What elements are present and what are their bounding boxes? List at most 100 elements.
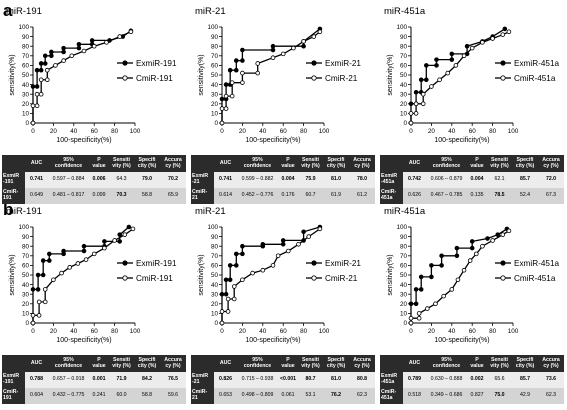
chart-title: miR-451a [384,6,426,17]
y-tick-label: 60 [400,63,408,70]
table-header-cell: Accura cy (%) [160,355,186,372]
table-header-cell: 95% confidence [48,355,89,372]
data-point [231,296,237,302]
table-cell: 61.9 [323,188,349,204]
data-point [286,248,291,254]
table-row-label: CmiR- 21 [191,388,214,404]
x-axis-label: 100-specificity(%) [434,137,489,144]
table-header-row: AUC 95% confidence P value Sensiti vity (%)… [2,355,186,372]
data-point [439,253,444,259]
legend-label: ExmiR-451a [514,59,559,68]
y-tick-label: 20 [211,301,219,308]
data-point [75,261,81,266]
data-point [38,91,44,97]
data-point [128,29,134,35]
y-tick-label: 70 [22,53,30,60]
data-point [418,287,424,292]
table-cell: 0.649 [25,188,48,204]
y-tick-label: 70 [400,53,408,60]
data-point [469,239,475,244]
x-tick-label: 80 [300,328,308,335]
chart-title: miR-191 [6,206,42,217]
y-tick-label: 80 [22,243,30,250]
y-tick-label: 40 [400,82,408,89]
data-point [229,93,235,99]
data-point [449,51,455,57]
legend-marker [311,75,317,81]
data-point [420,91,426,97]
table-header-row: AUC 95% confidence P value Sensiti vity (%)… [380,155,564,172]
table-header-cell: 95% confidence [426,155,467,172]
data-point [233,251,239,257]
data-point [413,101,419,107]
legend-marker [500,60,506,66]
stats-table: AUC 95% confidence P value Sensiti vity (%)… [380,155,564,204]
x-tick-label: 100 [508,328,519,335]
table-header-cell: Specifi city (%) [512,355,538,372]
data-point [89,38,95,43]
data-point [434,63,439,68]
y-tick-label: 60 [400,263,408,270]
data-point [413,89,419,95]
data-point [270,55,276,61]
data-point [102,245,107,251]
data-point [76,41,82,47]
data-point [81,243,87,249]
data-point [455,277,461,283]
table-header-cell: Accura cy (%) [349,155,375,172]
data-point [223,277,229,283]
x-tick-label: 40 [259,128,267,135]
table-cell: 62.1 [487,172,512,188]
table-header-cell: Sensiti vity (%) [487,155,512,172]
y-tick-label: 10 [211,311,219,318]
y-axis-label: sensitivity(%) [387,54,394,95]
y-tick-label: 80 [22,43,30,50]
table-header-cell: Sensiti vity (%) [109,155,134,172]
table-cell: 80.7 [298,372,323,388]
table-header-cell: AUC [403,155,426,172]
data-point [61,45,66,51]
data-point [423,77,429,83]
x-tick-label: 60 [469,128,477,135]
x-tick-label: 40 [70,128,78,135]
data-point [270,263,276,268]
data-point [47,258,52,263]
data-point [408,315,414,321]
table-cell: 0.349 – 0.686 [426,388,467,404]
legend-marker [122,275,128,281]
data-point [250,270,255,276]
y-tick-label: 20 [400,101,408,108]
y-tick-label: 100 [18,24,29,31]
table-cell: 73.6 [538,372,564,388]
table-header-cell: Sensiti vity (%) [298,155,323,172]
legend-label: CmiR-191 [136,274,173,283]
data-point [467,258,473,263]
data-point [30,313,36,318]
table-cell: 58.8 [134,388,160,404]
table-cell: 58.8 [134,188,160,204]
data-point [437,77,442,83]
x-tick-label: 80 [300,128,308,135]
data-point [301,39,306,44]
y-tick-label: 30 [22,91,30,98]
data-point [67,265,73,270]
y-tick-label: 0 [214,120,218,127]
data-point [223,106,229,111]
table-header-cell [2,155,25,172]
x-axis-label: 100-specificity(%) [245,137,300,144]
data-point [433,301,438,307]
legend-label: CmiR-21 [325,74,358,83]
y-tick-label: 100 [207,24,218,31]
table-cell: 71.9 [109,372,134,388]
data-point [233,67,239,73]
data-point [280,241,286,247]
table-header-cell: P value [278,155,298,172]
data-point [30,120,36,126]
x-tick-label: 20 [50,128,58,135]
x-tick-label: 60 [280,328,288,335]
data-point [301,229,306,235]
data-point [317,226,323,232]
data-point [219,120,225,126]
table-header-cell: Sensiti vity (%) [298,355,323,372]
